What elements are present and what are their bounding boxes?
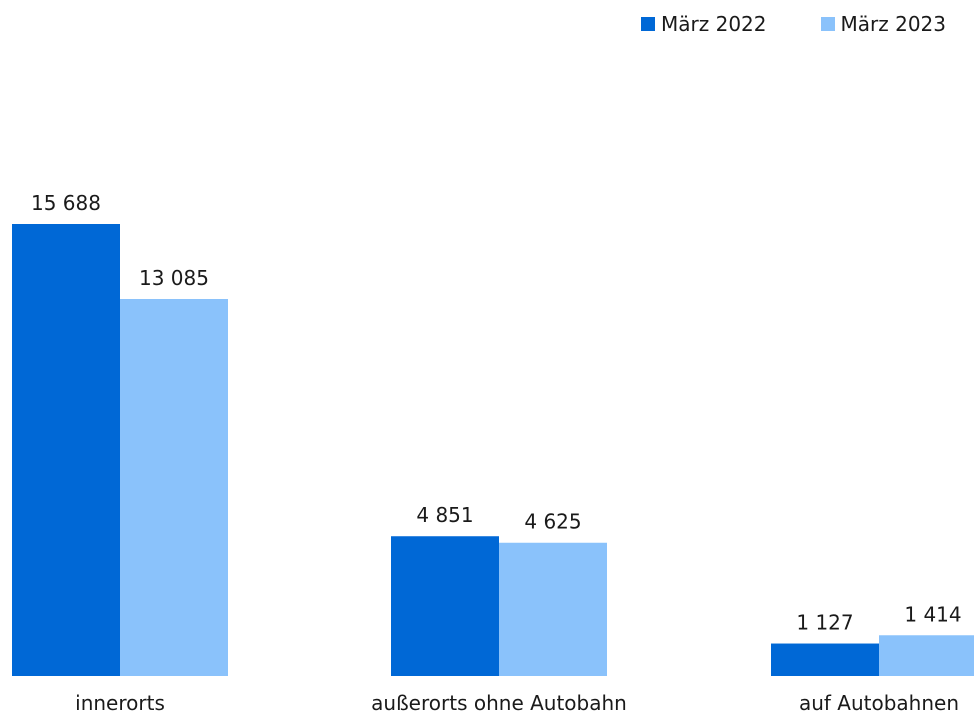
data-label-ausserorts-2023: 4 625 [524,510,581,534]
bar-innerorts-2022 [12,224,120,676]
bar-autobahnen-2023 [879,635,974,676]
category-label-innerorts: innerorts [75,691,165,715]
data-label-autobahnen-2023: 1 414 [904,602,961,626]
data-label-autobahnen-2022: 1 127 [796,611,853,635]
data-label-innerorts-2022: 15 688 [31,191,101,215]
bar-innerorts-2023 [120,298,228,676]
data-label-innerorts-2023: 13 085 [139,266,209,290]
legend: März 2022 März 2023 [641,12,946,36]
legend-swatch-2022 [641,17,655,31]
legend-item-2023: März 2023 [820,12,947,36]
legend-label-2022: März 2022 [661,12,767,36]
legend-item-2022: März 2022 [641,12,767,36]
data-label-ausserorts-2022: 4 851 [416,503,473,527]
bar-ausserorts-2023 [499,542,607,676]
category-label-autobahnen: auf Autobahnen [799,691,959,715]
bar-ausserorts-2022 [391,536,499,676]
bar-autobahnen-2022 [771,643,879,676]
legend-label-2023: März 2023 [840,12,947,36]
legend-swatch-2023 [820,17,835,31]
category-label-ausserorts: außerorts ohne Autobahn [371,691,627,715]
